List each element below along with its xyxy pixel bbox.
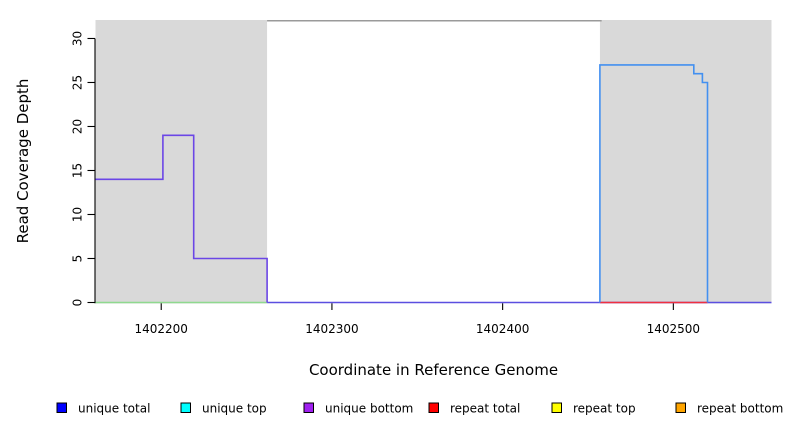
y-tick-label: 5 <box>71 255 85 263</box>
y-tick-label: 15 <box>71 163 85 178</box>
y-tick-label: 25 <box>71 75 85 90</box>
x-tick-label: 1402200 <box>134 322 187 336</box>
legend-swatch-unique-total <box>56 402 67 413</box>
legend-swatch-repeat-bottom <box>675 402 686 413</box>
legend: unique total unique top unique bottom repea… <box>56 402 783 416</box>
y-tick-label: 30 <box>71 31 85 46</box>
legend-swatch-repeat-top <box>551 402 562 413</box>
legend-label: repeat total <box>450 402 520 416</box>
x-axis-title: Coordinate in Reference Genome <box>309 361 558 379</box>
legend-label: repeat top <box>573 402 636 416</box>
unique-bottom-steps <box>95 134 268 303</box>
y-axis-title: Read Coverage Depth <box>14 79 32 244</box>
legend-swatch-repeat-total <box>428 402 439 413</box>
x-tick-label: 1402300 <box>305 322 358 336</box>
y-tick-label: 10 <box>71 207 85 222</box>
legend-swatch-unique-bottom <box>303 402 314 413</box>
x-tick-label: 1402400 <box>476 322 529 336</box>
repeat-region-left <box>95 20 268 304</box>
repeat-region-right <box>599 20 772 304</box>
legend-label: unique total <box>78 402 150 416</box>
y-tick-label: 0 <box>71 299 85 307</box>
legend-label: repeat bottom <box>697 402 783 416</box>
legend-swatch-unique-top <box>180 402 191 413</box>
unique-total-steps <box>599 64 709 303</box>
x-tick-label: 1402500 <box>647 322 700 336</box>
legend-label: unique top <box>202 402 267 416</box>
legend-label: unique bottom <box>325 402 413 416</box>
y-tick-label: 20 <box>70 119 84 134</box>
